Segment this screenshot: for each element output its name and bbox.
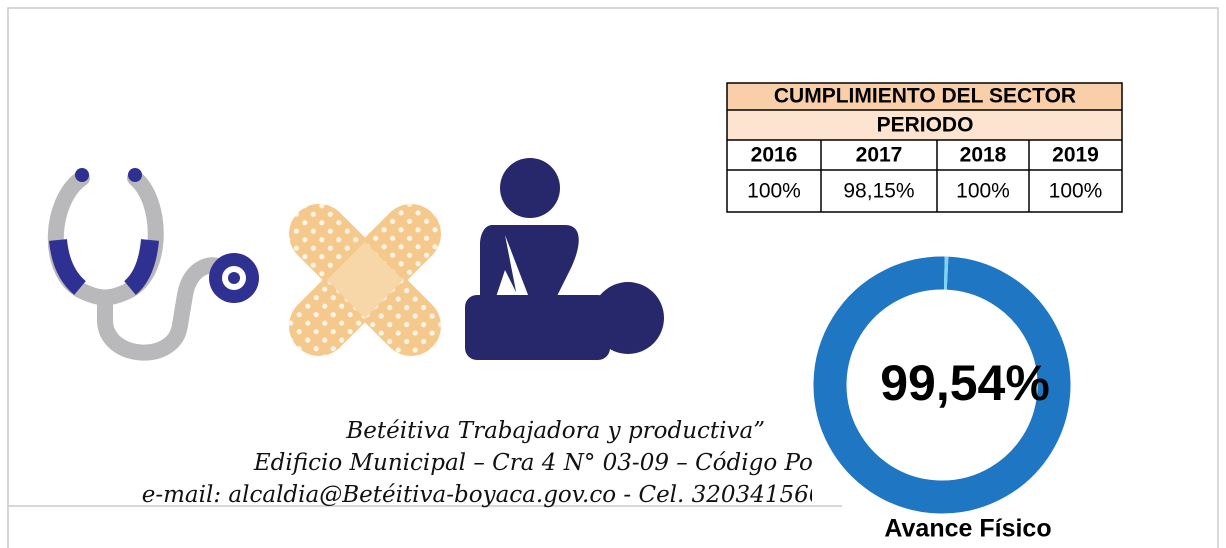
gauge-arc [813,256,1071,514]
value-cell: 98,15% [843,180,914,203]
table: CUMPLIMIENTO DEL SECTOR PERIODO 2016 100%… [726,82,1123,213]
table-subtitle: PERIODO [877,114,974,137]
year-cell: 2016 [751,144,798,167]
bandage-icon [289,204,441,356]
gauge-caption: Avance Físico [884,515,1051,543]
table-title: CUMPLIMIENTO DEL SECTOR [774,85,1076,108]
gauge [813,256,1071,514]
footer-line: Betéitiva Trabajadora y productiva” [345,418,765,444]
value-cell: 100% [956,180,1010,203]
footer-line: Edificio Municipal – Cra 4 N° 03-09 – Có… [253,450,855,476]
value-cell: 100% [747,180,801,203]
footer-line: e-mail: alcaldia@Betéitiva-boyaca.gov.co… [142,482,838,508]
page-border [7,7,1219,548]
year-cell: 2017 [856,144,903,167]
value-cell: 100% [1049,180,1103,203]
table-header-bg [727,83,1122,110]
cpr-icon [465,158,664,360]
stethoscope-icon [47,168,259,361]
table-subheader-bg [727,110,1122,140]
year-cell: 2019 [1052,144,1099,167]
gauge-label: 99,54% [880,355,1050,411]
year-cell: 2018 [960,144,1007,167]
